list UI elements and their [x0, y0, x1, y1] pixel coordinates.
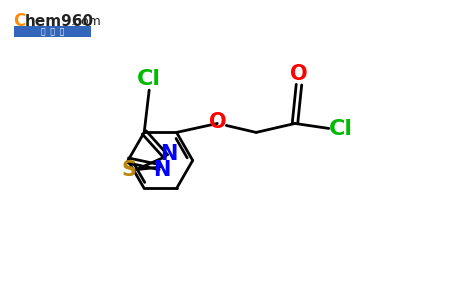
Text: Cl: Cl	[329, 120, 353, 139]
Text: .com: .com	[71, 15, 101, 28]
Text: N: N	[154, 160, 171, 180]
Text: O: O	[290, 64, 308, 84]
Text: S: S	[121, 160, 137, 180]
Text: Cl: Cl	[137, 69, 161, 89]
Text: N: N	[160, 144, 177, 164]
Text: O: O	[209, 113, 227, 132]
Text: C: C	[14, 12, 26, 30]
FancyBboxPatch shape	[14, 26, 91, 37]
Text: 化  工  网: 化 工 网	[41, 27, 64, 36]
Text: hem960: hem960	[25, 13, 94, 29]
